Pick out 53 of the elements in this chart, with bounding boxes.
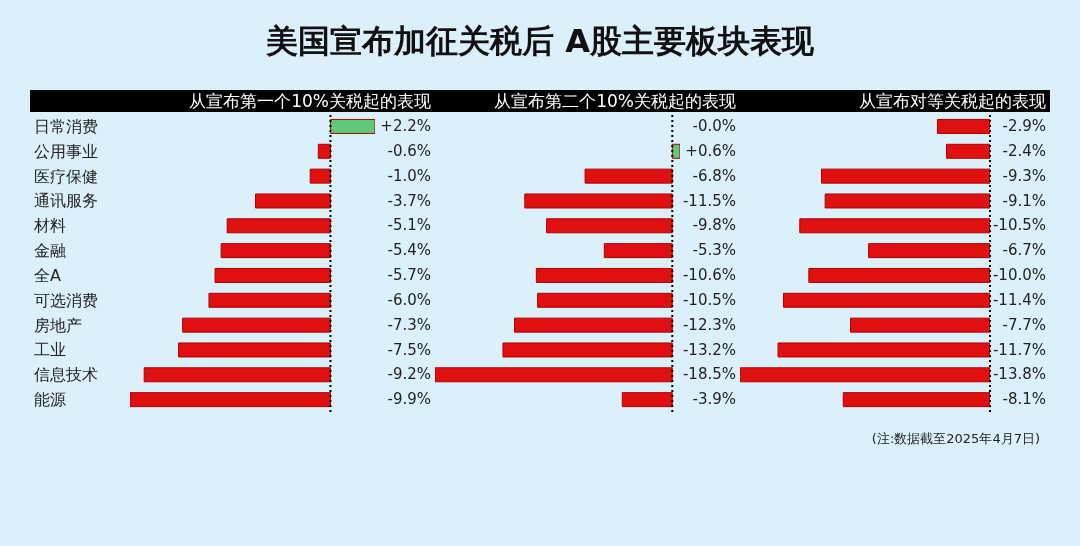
data-label: -9.9% bbox=[387, 389, 431, 411]
data-label: -6.8% bbox=[692, 165, 736, 187]
data-label: -7.5% bbox=[387, 339, 431, 361]
data-label: -5.3% bbox=[692, 240, 736, 262]
data-label: -9.8% bbox=[692, 215, 736, 237]
data-label: -11.7% bbox=[992, 339, 1046, 361]
data-label: -5.1% bbox=[387, 215, 431, 237]
y-tick-label: 金融 bbox=[34, 241, 66, 261]
y-tick-label: 房地产 bbox=[34, 315, 82, 335]
y-tick-label: 公用事业 bbox=[34, 141, 98, 161]
y-tick-label: 全A bbox=[34, 265, 61, 285]
chart-subtitle: 从宣布第二个10%关税起的表现 bbox=[435, 90, 740, 112]
data-label: -12.3% bbox=[682, 314, 736, 336]
data-label: -2.4% bbox=[1002, 140, 1046, 162]
y-tick-label: 信息技术 bbox=[34, 365, 98, 385]
data-label: +2.2% bbox=[380, 116, 431, 137]
text: (注:数据截至2025年4月7日) bbox=[871, 430, 1040, 448]
y-tick-label: 通讯服务 bbox=[34, 191, 98, 211]
y-tick-label: 可选消费 bbox=[34, 290, 98, 310]
data-label: -1.0% bbox=[387, 165, 431, 187]
data-label: -10.6% bbox=[682, 265, 736, 286]
data-label: -13.2% bbox=[682, 339, 736, 361]
data-label: -18.5% bbox=[682, 364, 736, 386]
data-label: -10.5% bbox=[992, 215, 1046, 237]
data-label: -11.5% bbox=[682, 190, 736, 212]
y-tick-label: 工业 bbox=[34, 340, 66, 360]
data-label: -6.0% bbox=[387, 289, 431, 311]
data-label: -10.0% bbox=[992, 265, 1046, 286]
y-tick-label: 材料 bbox=[33, 216, 66, 236]
data-label: -11.4% bbox=[992, 289, 1046, 311]
data-label: -7.3% bbox=[387, 314, 431, 336]
data-label: -2.9% bbox=[1002, 116, 1046, 137]
y-tick-label: 医疗保健 bbox=[34, 166, 98, 186]
data-label: -9.3% bbox=[1002, 165, 1046, 187]
data-label: -3.7% bbox=[387, 190, 431, 212]
data-label: -0.6% bbox=[387, 140, 431, 162]
data-label: -10.5% bbox=[682, 289, 736, 311]
data-label: -7.7% bbox=[1002, 314, 1046, 336]
data-label: -5.4% bbox=[387, 240, 431, 262]
chart-subtitle: 从宣布第一个10%关税起的表现 bbox=[30, 90, 435, 112]
data-label: -3.9% bbox=[692, 389, 736, 411]
data-label: -5.7% bbox=[387, 265, 431, 286]
data-label: +0.6% bbox=[685, 140, 736, 162]
data-label: -13.8% bbox=[992, 364, 1046, 386]
data-label: -0.0% bbox=[692, 116, 736, 137]
y-tick-label: 能源 bbox=[34, 390, 66, 410]
text: 美国宣布加征关税后 A股主要板块表现 bbox=[265, 21, 815, 62]
chart-subtitle: 从宣布对等关税起的表现 bbox=[740, 90, 1050, 112]
data-label: -9.1% bbox=[1002, 190, 1046, 212]
data-label: -8.1% bbox=[1002, 389, 1046, 411]
data-label: -6.7% bbox=[1002, 240, 1046, 262]
y-tick-label: 日常消费 bbox=[34, 116, 98, 136]
data-label: -9.2% bbox=[387, 364, 431, 386]
